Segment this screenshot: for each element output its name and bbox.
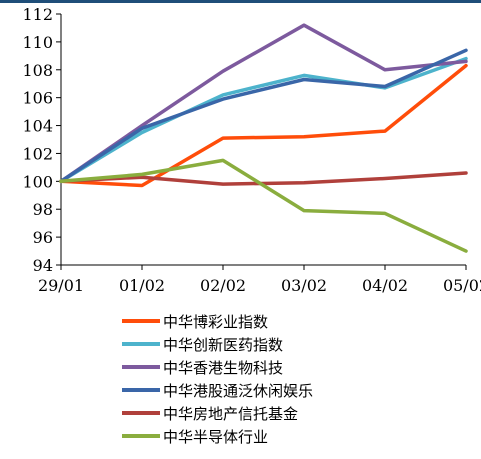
series-line-5	[59, 171, 468, 186]
legend-entry-label: 中华港股通泛休闲娱乐	[163, 382, 313, 400]
legend-entry-label: 中华房地产信托基金	[163, 405, 298, 423]
legend-entry-label: 中华香港生物科技	[163, 359, 283, 377]
legend-entry-label: 中华博彩业指数	[163, 313, 268, 331]
y-tick-label: 110	[22, 33, 53, 52]
series-line-6	[59, 158, 468, 253]
series-line-3	[59, 23, 468, 184]
chart-legend: 中华博彩业指数中华创新医药指数中华香港生物科技中华港股通泛休闲娱乐中华房地产信托…	[122, 313, 313, 446]
legend-entry-label: 中华半导体行业	[163, 428, 268, 446]
y-tick-label: 104	[22, 117, 53, 136]
y-tick-label: 102	[22, 144, 53, 163]
legend-entry-label: 中华创新医药指数	[163, 336, 283, 354]
y-tick-label: 94	[33, 256, 53, 275]
y-tick-label: 106	[22, 89, 53, 108]
series-line-4	[59, 48, 468, 184]
y-tick-label: 96	[33, 228, 53, 247]
x-tick-label: 29/01	[38, 276, 84, 295]
x-tick-label: 01/02	[119, 276, 165, 295]
series-line-2	[59, 56, 468, 184]
top-border	[0, 0, 481, 3]
y-tick-label: 100	[22, 172, 53, 191]
x-tick-label: 04/02	[362, 276, 408, 295]
chart-axes: 94 96 98 100 102 104 106 108 110 112 29/01 01/02 02/…	[22, 5, 481, 295]
chart-series	[59, 23, 468, 253]
x-tick-label: 05/02	[443, 276, 481, 295]
y-tick-label: 98	[33, 200, 53, 219]
series-line-1	[59, 63, 468, 188]
x-tick-label: 03/02	[281, 276, 327, 295]
y-tick-label: 108	[22, 61, 53, 80]
y-tick-label: 112	[22, 5, 53, 24]
x-tick-label: 02/02	[200, 276, 246, 295]
